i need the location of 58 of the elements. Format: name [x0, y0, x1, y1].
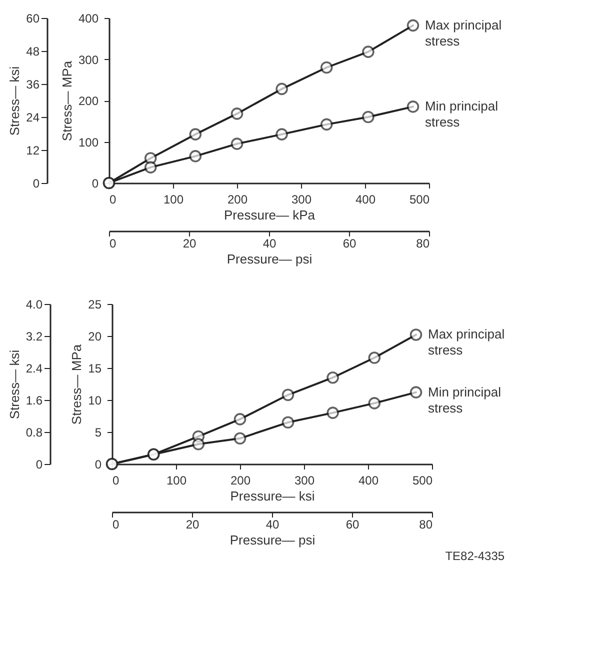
- x-tick-label: 0: [112, 474, 120, 488]
- y2-tick-label: 48: [26, 44, 40, 58]
- x2-tick-label: 60: [342, 236, 356, 250]
- x2-axis-title: Pressure— psi: [226, 252, 312, 266]
- y2-tick-label: 2.4: [26, 362, 43, 376]
- x-tick-label: 200: [227, 192, 248, 206]
- y-tick-label: 20: [88, 330, 102, 344]
- y-axis-title: Stress— MPa: [69, 344, 84, 425]
- x-tick-label: 300: [291, 192, 312, 206]
- x2-tick-label: 20: [182, 236, 196, 250]
- x2-axis-title: Pressure— psi: [230, 532, 316, 548]
- x-tick-label: 0: [110, 192, 116, 206]
- y-tick-label: 100: [78, 135, 99, 150]
- y2-tick-label: 3.2: [26, 330, 43, 344]
- y2-tick-label: 36: [26, 78, 40, 92]
- y-axis-title: Stress— MPa: [59, 60, 74, 142]
- y-tick-label: 15: [88, 362, 102, 376]
- x2-tick-label: 20: [186, 518, 200, 532]
- series-label: Max principal stress: [428, 326, 505, 358]
- y-tick-label: 25: [88, 298, 102, 312]
- y-tick-label: 0: [94, 458, 102, 472]
- x2-tick-label: 40: [262, 236, 276, 250]
- y2-tick-label: 0: [32, 176, 40, 190]
- x-axis-title: Pressure— kPa: [224, 208, 316, 222]
- y-tick-label: 0: [92, 176, 99, 190]
- x-tick-label: 100: [163, 192, 184, 206]
- y-tick-label: 400: [78, 12, 99, 26]
- x-tick-label: 100: [166, 474, 187, 488]
- y-tick-label: 5: [94, 426, 102, 440]
- y2-tick-label: 60: [26, 12, 40, 26]
- y2-tick-label: 1.6: [26, 394, 43, 408]
- y2-axis-title: Stress— ksi: [7, 66, 22, 136]
- x-tick-label: 200: [230, 474, 251, 488]
- y2-axis-title: Stress— ksi: [6, 350, 22, 420]
- x2-tick-label: 60: [346, 518, 360, 532]
- y2-tick-label: 4.0: [26, 298, 43, 312]
- y-tick-label: 300: [78, 52, 99, 67]
- y-tick-label: 200: [78, 94, 99, 108]
- x-tick-label: 400: [355, 192, 376, 206]
- x2-tick-label: 0: [112, 518, 120, 532]
- x2-tick-label: 80: [419, 518, 433, 532]
- series-label: Min principal stress: [428, 384, 502, 416]
- x-tick-label: 500: [409, 192, 430, 206]
- y2-tick-label: 24: [26, 110, 40, 124]
- x-tick-label: 300: [294, 474, 315, 488]
- x-tick-label: 500: [412, 474, 433, 488]
- x2-tick-label: 80: [416, 236, 430, 250]
- y2-tick-label: 12: [26, 144, 40, 158]
- text: TE82-4335: [445, 549, 505, 563]
- y-tick-label: 10: [88, 394, 102, 408]
- x2-tick-label: 0: [110, 236, 116, 250]
- y2-tick-label: 0: [36, 458, 43, 472]
- series-label: Max principal stress: [425, 17, 502, 48]
- x-tick-label: 400: [358, 474, 379, 488]
- y2-tick-label: 0.8: [26, 426, 43, 440]
- x2-tick-label: 40: [266, 518, 280, 532]
- x-axis-title: Pressure— ksi: [230, 488, 315, 504]
- series-label: Min principal stress: [425, 98, 498, 130]
